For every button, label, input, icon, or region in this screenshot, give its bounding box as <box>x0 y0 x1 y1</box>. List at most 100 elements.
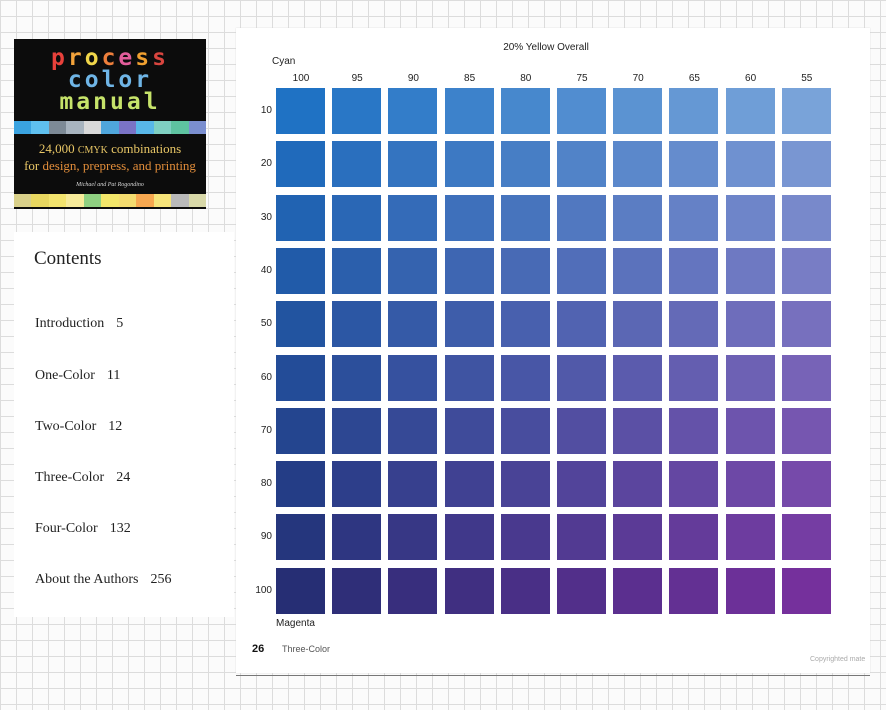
x-axis-name: Cyan <box>272 56 296 67</box>
cover-subtitle-for: for <box>24 158 40 173</box>
magenta-row-label: 40 <box>260 264 272 276</box>
color-swatch <box>332 301 382 348</box>
color-swatch <box>557 461 606 508</box>
magenta-row-label: 100 <box>255 584 272 596</box>
color-swatch <box>669 407 719 454</box>
color-swatch <box>669 141 719 188</box>
cyan-column-label: 90 <box>407 73 419 84</box>
color-swatch <box>781 461 831 508</box>
color-swatch <box>781 141 831 188</box>
toc-page-number: 5 <box>116 316 124 331</box>
cyan-column-label: 60 <box>745 73 757 84</box>
color-swatch <box>613 247 663 294</box>
cover-title-process: process <box>50 45 169 71</box>
color-swatch <box>725 141 775 188</box>
color-swatch <box>388 194 438 241</box>
magenta-row-label: 50 <box>260 318 272 330</box>
color-swatch <box>557 141 606 188</box>
toc-label: Introduction <box>35 316 105 331</box>
toc-page-number: 12 <box>108 419 123 434</box>
cover-subtitle: 24,000 CMYK combinations for design, pre… <box>14 141 206 173</box>
cover-title-manual: manual <box>59 89 161 115</box>
cover-stripe-swatch <box>118 121 137 134</box>
color-swatch <box>557 567 606 614</box>
color-swatch <box>276 301 325 348</box>
color-swatch <box>781 407 831 454</box>
color-swatch <box>500 407 550 454</box>
color-swatch <box>500 567 550 614</box>
color-swatch <box>669 194 719 241</box>
cover-subtitle-cmyk: CMYK <box>77 145 108 156</box>
cover-stripe-swatch <box>66 121 84 134</box>
color-swatch <box>781 301 831 348</box>
magenta-row-label: 80 <box>260 478 272 490</box>
color-swatch <box>444 407 494 454</box>
toc-item: Four-Color 132 <box>35 521 131 537</box>
color-swatch <box>725 461 775 508</box>
cover-stripe-swatch <box>101 194 119 207</box>
color-swatch <box>725 567 775 614</box>
toc-page-number: 132 <box>109 521 131 536</box>
cover-stripe-top <box>14 121 206 134</box>
toc-label: Two-Color <box>35 419 97 434</box>
cover-stripe-swatch <box>31 194 49 207</box>
cover-stripe-swatch <box>136 194 154 207</box>
color-swatch <box>781 247 831 294</box>
color-swatch <box>781 567 831 614</box>
color-swatch <box>388 354 438 401</box>
cover-subtitle-combinations: combinations <box>111 141 182 156</box>
cyan-column-label: 85 <box>464 73 476 84</box>
cyan-column-label: 75 <box>576 73 588 84</box>
color-swatch <box>669 567 719 614</box>
cover-stripe-swatch <box>171 194 189 207</box>
color-swatch <box>276 194 325 241</box>
color-swatch <box>332 194 382 241</box>
section-name: Three-Color <box>282 644 331 654</box>
color-swatch <box>388 141 438 188</box>
contents-panel: Contents Introduction 5 One-Color 11 Two-Col… <box>14 232 234 617</box>
color-swatch <box>388 247 438 294</box>
toc-label: Four-Color <box>35 521 98 536</box>
color-swatch <box>332 407 382 454</box>
color-swatch <box>613 354 663 401</box>
color-swatch <box>332 354 382 401</box>
cover-stripe-swatch <box>188 121 206 134</box>
color-swatch <box>500 514 550 561</box>
color-swatch <box>500 141 550 188</box>
color-swatch <box>613 141 663 188</box>
cyan-column-label: 70 <box>632 73 644 84</box>
color-swatch <box>500 354 550 401</box>
color-swatch <box>444 141 494 188</box>
color-swatch <box>557 407 606 454</box>
color-swatch <box>613 567 663 614</box>
color-swatch <box>613 461 663 508</box>
color-swatch <box>276 461 325 508</box>
color-swatch <box>500 194 550 241</box>
color-swatch <box>444 567 494 614</box>
color-swatch <box>332 141 382 188</box>
color-swatch <box>613 194 663 241</box>
color-swatch <box>669 247 719 294</box>
color-swatch <box>669 354 719 401</box>
page-number: 26 <box>252 643 265 655</box>
toc-page-number: 24 <box>116 470 131 485</box>
cover-stripe-swatch <box>171 121 189 134</box>
color-swatch <box>388 301 438 348</box>
cover-stripe-swatch <box>66 194 84 207</box>
cover-stripe-bottom <box>14 194 206 207</box>
toc-label: Three-Color <box>35 470 105 485</box>
cyan-column-label: 95 <box>351 73 363 84</box>
cyan-column-label: 65 <box>688 73 700 84</box>
color-swatch <box>276 141 325 188</box>
cover-stripe-swatch <box>118 194 137 207</box>
color-swatch <box>557 247 606 294</box>
color-swatch <box>725 247 775 294</box>
color-swatch <box>332 247 382 294</box>
toc-label: One-Color <box>35 368 95 383</box>
color-swatch <box>388 567 438 614</box>
magenta-row-label: 60 <box>260 371 272 383</box>
cover-stripe-swatch <box>31 121 49 134</box>
color-swatch <box>332 567 382 614</box>
cover-stripe-swatch <box>48 121 67 134</box>
color-swatch <box>613 407 663 454</box>
